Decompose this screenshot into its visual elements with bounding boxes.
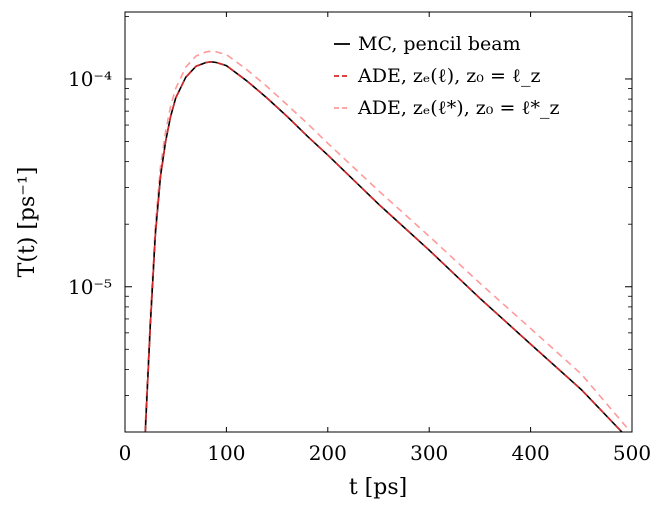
x-tick-label: 300 xyxy=(410,441,448,465)
x-tick-label: 0 xyxy=(119,441,132,465)
y-tick-label: 10⁻⁴ xyxy=(68,67,112,91)
legend-label-2: ADE, zₑ(ℓ*), z₀ = ℓ*_z xyxy=(357,97,560,119)
y-tick-label: 10⁻⁵ xyxy=(68,275,112,299)
series-layer xyxy=(144,50,628,432)
legend-label-0: MC, pencil beam xyxy=(358,33,521,55)
legend-label-1: ADE, zₑ(ℓ), z₀ = ℓ_z xyxy=(357,65,541,87)
series-line-1 xyxy=(144,60,623,432)
legend: MC, pencil beam ADE, zₑ(ℓ), z₀ = ℓ_z ADE, … xyxy=(334,33,560,119)
x-axis-label: t [ps] xyxy=(349,475,407,500)
x-tick-label: 500 xyxy=(613,441,651,465)
y-axis-label: T(t) [ps⁻¹] xyxy=(15,167,40,278)
tick-labels: 0 100 200 300 400 500 10⁻⁵ 10⁻⁴ xyxy=(68,67,651,465)
plot-frame xyxy=(124,11,633,433)
series-line-2 xyxy=(144,50,628,429)
x-tick-label: 200 xyxy=(309,441,347,465)
x-tick-label: 100 xyxy=(207,441,245,465)
x-tick-label: 400 xyxy=(512,441,550,465)
